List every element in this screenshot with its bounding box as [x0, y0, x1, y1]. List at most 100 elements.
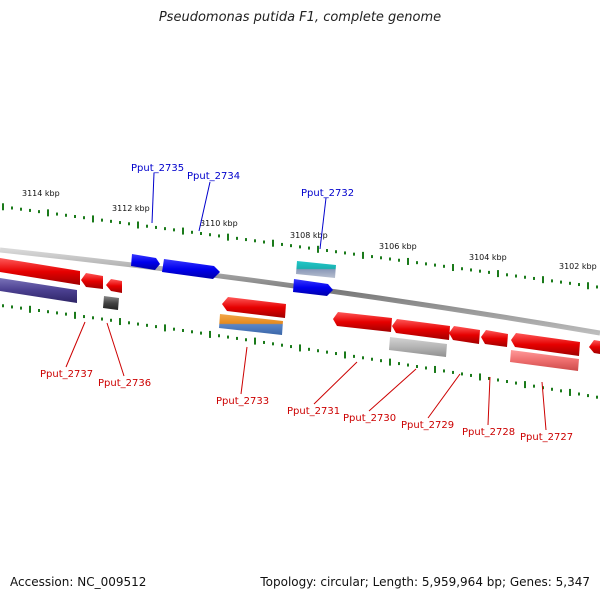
- tick-mark: [146, 323, 148, 327]
- gene-pput-2738-b[interactable]: [0, 278, 77, 303]
- tick-mark: [128, 222, 130, 226]
- label-pput-2729[interactable]: Pput_2729: [401, 420, 454, 431]
- gene-pput-2728[interactable]: [481, 330, 508, 347]
- tick-mark: [380, 359, 382, 363]
- tick-mark: [218, 234, 220, 238]
- tick-mark: [137, 221, 139, 229]
- tick-mark: [164, 227, 166, 231]
- label-pput-2731[interactable]: Pput_2731: [287, 406, 340, 417]
- tick-mark: [488, 376, 490, 380]
- tick-mark: [452, 370, 454, 374]
- tick-mark: [227, 335, 229, 339]
- tick-mark: [119, 318, 121, 326]
- tick-mark: [20, 306, 22, 310]
- gene-pput-2738[interactable]: [0, 258, 80, 285]
- label-pput-2728[interactable]: Pput_2728: [462, 427, 515, 438]
- tick-mark: [74, 311, 76, 319]
- tick-mark: [560, 280, 562, 284]
- tick-mark: [506, 273, 508, 277]
- tick-mark: [245, 238, 247, 242]
- tick-mark: [533, 384, 535, 388]
- gene-pput-2735[interactable]: [131, 254, 160, 270]
- tick-mark: [155, 325, 157, 329]
- tick-mark: [281, 242, 283, 246]
- tick-mark: [371, 357, 373, 361]
- tick-mark: [299, 344, 301, 352]
- tick-mark: [479, 373, 481, 381]
- scale-label-3114: 3114 kbp: [22, 189, 60, 198]
- tick-mark: [272, 239, 274, 247]
- label-pput-2737[interactable]: Pput_2737: [40, 369, 93, 380]
- gene-pput-2730[interactable]: [392, 319, 450, 340]
- tick-mark: [38, 308, 40, 312]
- tick-mark: [488, 270, 490, 274]
- tick-mark: [173, 327, 175, 331]
- tick-mark: [101, 218, 103, 222]
- tick-mark: [209, 233, 211, 237]
- gene-pput-2737[interactable]: [81, 273, 103, 289]
- tick-mark: [308, 347, 310, 351]
- gene-pput-2732-b[interactable]: [293, 279, 333, 296]
- scale-label-3110: 3110 kbp: [200, 219, 238, 228]
- tick-mark: [146, 224, 148, 228]
- tick-mark: [92, 215, 94, 223]
- tick-mark: [38, 210, 40, 214]
- leader-pput-2728: [487, 376, 491, 426]
- tick-mark: [425, 366, 427, 370]
- gene-pput-2730-b[interactable]: [389, 337, 447, 357]
- gene-pput-2727-b[interactable]: [510, 350, 579, 371]
- tick-mark: [542, 386, 544, 390]
- leader-pput-2731: [313, 361, 358, 405]
- tick-mark: [515, 274, 517, 278]
- gene-pput-2733-b[interactable]: [219, 314, 283, 335]
- tick-mark: [335, 250, 337, 254]
- label-pput-2733[interactable]: Pput_2733: [216, 396, 269, 407]
- gene-pput-2736-b[interactable]: [103, 296, 119, 310]
- label-pput-2727[interactable]: Pput_2727: [520, 432, 573, 443]
- tick-mark: [362, 251, 364, 259]
- tick-mark: [290, 244, 292, 248]
- gene-pput-2726[interactable]: [589, 340, 600, 354]
- gene-pput-2732[interactable]: [296, 261, 336, 278]
- tick-mark: [20, 207, 22, 211]
- tick-mark: [263, 340, 265, 344]
- scale-label-3112: 3112 kbp: [112, 204, 150, 213]
- tick-mark: [137, 322, 139, 326]
- tick-mark: [326, 249, 328, 253]
- gene-pput-2729[interactable]: [449, 326, 480, 344]
- gene-pput-2731[interactable]: [333, 312, 392, 332]
- label-pput-2730[interactable]: Pput_2730: [343, 413, 396, 424]
- tick-mark: [470, 373, 472, 377]
- label-pput-2734[interactable]: Pput_2734: [187, 171, 240, 182]
- tick-mark: [443, 264, 445, 268]
- tick-mark: [101, 317, 103, 321]
- tick-mark: [2, 203, 4, 211]
- tick-mark: [389, 257, 391, 261]
- tick-mark: [344, 251, 346, 255]
- tick-mark: [227, 233, 229, 241]
- label-pput-2735[interactable]: Pput_2735: [131, 163, 184, 174]
- tick-mark: [470, 268, 472, 272]
- tick-mark: [74, 214, 76, 218]
- tick-mark: [29, 305, 31, 313]
- gene-pput-2734[interactable]: [162, 259, 220, 279]
- tick-mark: [425, 262, 427, 266]
- tick-mark: [56, 311, 58, 315]
- label-pput-2732[interactable]: Pput_2732: [301, 188, 354, 199]
- tick-mark: [407, 257, 409, 265]
- tick-mark: [587, 282, 589, 290]
- tick-mark: [416, 261, 418, 265]
- gene-pput-2733[interactable]: [222, 297, 286, 318]
- tick-mark: [587, 394, 589, 398]
- map-title: Pseudomonas putida F1, complete genome: [158, 10, 442, 25]
- tick-mark: [380, 256, 382, 260]
- tick-mark: [200, 232, 202, 235]
- tick-mark: [155, 225, 157, 229]
- tick-mark: [479, 269, 481, 273]
- gene-pput-2736[interactable]: [106, 279, 122, 293]
- gene-pput-2727[interactable]: [511, 333, 580, 356]
- label-pput-2736[interactable]: Pput_2736: [98, 378, 151, 389]
- tick-mark: [578, 283, 580, 287]
- tick-mark: [11, 206, 13, 210]
- tick-mark: [434, 263, 436, 267]
